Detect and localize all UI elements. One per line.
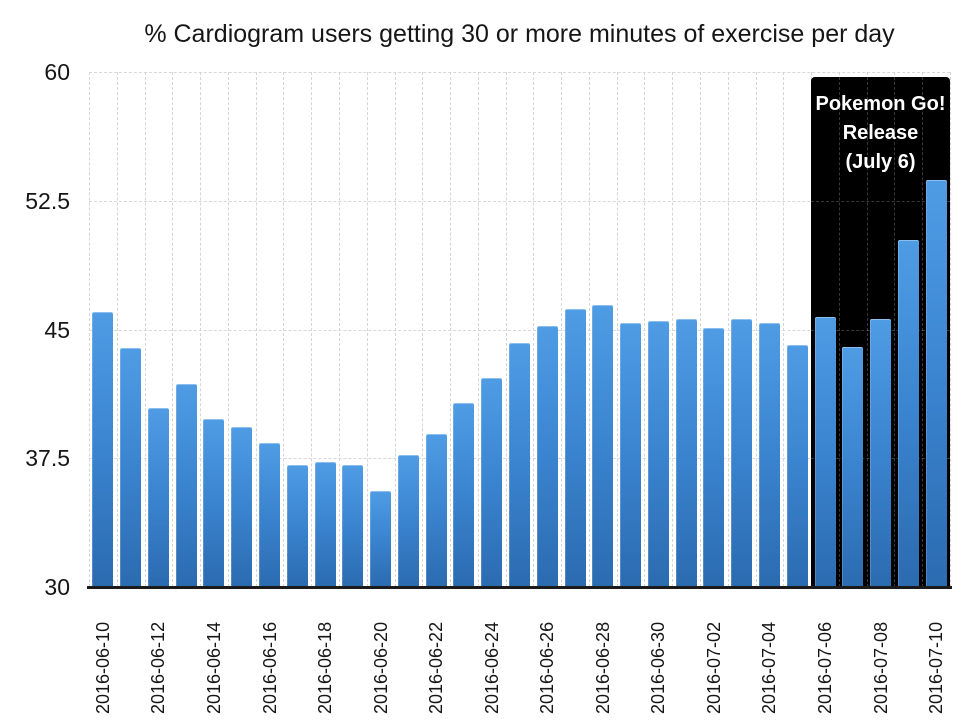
bar-2016-06-16 <box>259 443 280 587</box>
y-axis-tick-label: 60 <box>44 59 70 85</box>
vertical-gridline <box>450 72 451 587</box>
x-axis-tick-label: 2016-06-16 <box>260 621 280 714</box>
bar-2016-07-09 <box>898 240 919 587</box>
bar-2016-07-07 <box>842 347 863 587</box>
bar-2016-06-17 <box>287 465 308 587</box>
bar-2016-06-30 <box>648 321 669 587</box>
annotation-line-2: Release <box>842 122 919 144</box>
bar-2016-06-22 <box>426 434 447 587</box>
x-axis-tick-label: 2016-06-12 <box>148 621 168 714</box>
bar-2016-07-02 <box>703 328 724 587</box>
vertical-gridline <box>506 72 507 587</box>
bar-2016-06-20 <box>370 491 391 587</box>
bar-2016-06-18 <box>315 462 336 587</box>
x-axis-tick-label: 2016-06-18 <box>315 621 335 714</box>
vertical-gridline <box>672 72 673 587</box>
bar-2016-06-25 <box>509 343 530 587</box>
vertical-gridline <box>644 72 645 587</box>
chart-title: % Cardiogram users getting 30 or more mi… <box>144 20 895 48</box>
x-axis-tick-label: 2016-06-14 <box>204 621 224 714</box>
bar-2016-07-03 <box>731 319 752 587</box>
vertical-gridline <box>950 72 951 587</box>
vertical-gridline <box>756 72 757 587</box>
x-axis-tick-label: 2016-06-28 <box>593 621 613 714</box>
vertical-gridline <box>200 72 201 587</box>
x-axis-tick-label: 2016-07-04 <box>759 621 779 714</box>
vertical-gridline <box>172 72 173 587</box>
vertical-gridline <box>589 72 590 587</box>
bar-2016-06-19 <box>342 465 363 587</box>
annotation-inner-gridline <box>811 201 950 202</box>
bar-2016-06-21 <box>398 455 419 587</box>
horizontal-gridline <box>89 330 950 331</box>
vertical-gridline <box>145 72 146 587</box>
vertical-gridline <box>700 72 701 587</box>
x-axis-tick-label: 2016-07-10 <box>926 621 946 714</box>
vertical-gridline <box>228 72 229 587</box>
vertical-gridline <box>283 72 284 587</box>
bar-2016-06-12 <box>148 408 169 587</box>
x-axis-tick-label: 2016-06-22 <box>426 621 446 714</box>
annotation-inner-gridline <box>867 77 868 587</box>
annotation-inner-gridline <box>894 77 895 587</box>
annotation-inner-gridline <box>922 77 923 587</box>
bar-2016-06-10 <box>92 312 113 587</box>
vertical-gridline <box>367 72 368 587</box>
annotation-line-3: (July 6) <box>845 151 916 173</box>
vertical-gridline <box>395 72 396 587</box>
bar-2016-07-05 <box>787 345 808 587</box>
bar-2016-06-14 <box>203 419 224 587</box>
x-axis-tick-label: 2016-07-06 <box>815 621 835 714</box>
bar-2016-06-15 <box>231 427 252 587</box>
bar-2016-06-23 <box>453 403 474 587</box>
y-axis-tick-label: 37.5 <box>25 445 70 471</box>
bar-2016-06-28 <box>592 305 613 587</box>
bar-2016-07-01 <box>676 319 697 587</box>
vertical-gridline <box>117 72 118 587</box>
vertical-gridline <box>478 72 479 587</box>
bar-2016-07-08 <box>870 319 891 587</box>
vertical-gridline <box>533 72 534 587</box>
x-axis-tick-label: 2016-07-02 <box>704 621 724 714</box>
horizontal-gridline <box>89 201 950 202</box>
bar-2016-06-26 <box>537 326 558 587</box>
vertical-gridline <box>339 72 340 587</box>
x-axis-line <box>87 586 952 589</box>
x-axis-tick-label: 2016-06-30 <box>648 621 668 714</box>
pokemon-go-annotation-text: Pokemon Go! Release (July 6) <box>811 90 950 177</box>
vertical-gridline <box>728 72 729 587</box>
vertical-gridline <box>783 72 784 587</box>
vertical-gridline <box>561 72 562 587</box>
bar-2016-06-13 <box>176 384 197 587</box>
horizontal-gridline <box>89 72 950 73</box>
bar-2016-06-11 <box>120 348 141 587</box>
vertical-gridline <box>256 72 257 587</box>
y-axis-tick-label: 52.5 <box>25 188 70 214</box>
vertical-gridline <box>311 72 312 587</box>
vertical-gridline <box>422 72 423 587</box>
annotation-inner-gridline <box>839 77 840 587</box>
bar-2016-07-06 <box>815 317 836 587</box>
y-axis-tick-label: 30 <box>44 574 70 600</box>
bar-2016-07-04 <box>759 323 780 587</box>
vertical-gridline <box>617 72 618 587</box>
x-axis-tick-label: 2016-07-08 <box>871 621 891 714</box>
x-axis-tick-label: 2016-06-26 <box>537 621 557 714</box>
y-axis-tick-label: 45 <box>44 317 70 343</box>
annotation-line-1: Pokemon Go! <box>815 93 946 115</box>
x-axis-tick-label: 2016-06-24 <box>482 621 502 714</box>
vertical-gridline <box>89 72 90 587</box>
bar-2016-06-24 <box>481 378 502 587</box>
x-axis-tick-label: 2016-06-10 <box>93 621 113 714</box>
x-axis-tick-label: 2016-06-20 <box>371 621 391 714</box>
bar-2016-07-10 <box>926 180 947 587</box>
bar-2016-06-29 <box>620 323 641 587</box>
bar-2016-06-27 <box>565 309 586 587</box>
